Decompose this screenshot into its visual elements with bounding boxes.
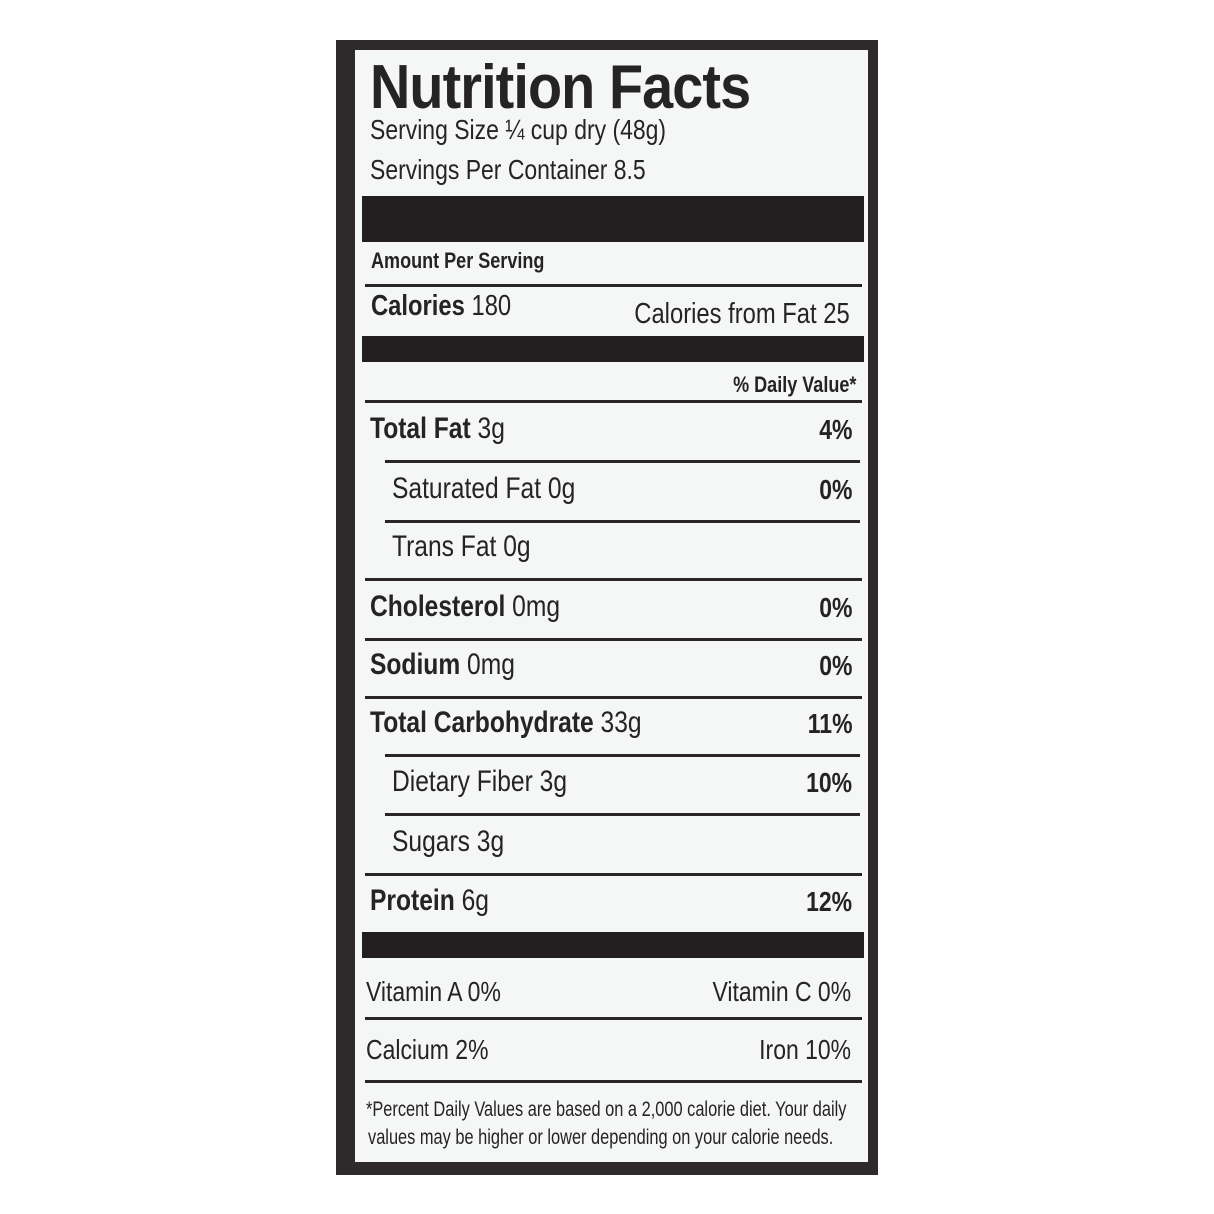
iron: Iron 10% <box>759 1034 851 1065</box>
nutrient-amount: 0mg <box>467 648 515 681</box>
label-title: Nutrition Facts <box>370 53 751 122</box>
nutrient-name: Saturated Fat <box>392 472 542 505</box>
nutrient-daily-value: 12% <box>806 886 852 917</box>
nutrient-name: Sugars <box>392 825 470 858</box>
nutrient-name: Total Carbohydrate <box>370 706 594 739</box>
nutrient-row-label: Sugars 3g <box>392 825 504 859</box>
vitamin-c: Vitamin C 0% <box>712 976 851 1007</box>
divider <box>365 1017 862 1020</box>
calcium: Calcium 2% <box>366 1034 489 1065</box>
amount-per-serving: Amount Per Serving <box>371 248 545 273</box>
divider <box>385 813 860 816</box>
vitamin-a: Vitamin A 0% <box>366 976 501 1007</box>
nutrient-row-label: Total Fat 3g <box>370 412 505 446</box>
nutrient-amount: 0g <box>547 472 576 505</box>
divider <box>385 520 860 523</box>
divider <box>385 460 860 463</box>
nutrient-name: Trans Fat <box>392 530 497 563</box>
nutrient-name: Cholesterol <box>370 590 506 623</box>
footnote-line-2: values may be higher or lower depending … <box>368 1126 834 1149</box>
nutrient-row-label: Saturated Fat 0g <box>392 472 575 506</box>
nutrient-row-label: Protein 6g <box>370 884 489 918</box>
thick-divider <box>362 932 864 958</box>
daily-value-header: % Daily Value* <box>732 372 856 397</box>
calories-value: 180 <box>471 290 512 322</box>
nutrient-amount: 3g <box>539 765 568 798</box>
nutrient-name: Protein <box>370 884 455 917</box>
divider <box>365 696 862 699</box>
nutrient-amount: 33g <box>600 706 642 739</box>
divider <box>365 1080 862 1083</box>
nutrient-name: Total Fat <box>370 412 471 445</box>
divider <box>365 873 862 876</box>
divider <box>365 578 862 581</box>
nutrient-daily-value: 0% <box>818 650 852 681</box>
nutrient-amount: 3g <box>476 825 505 858</box>
nutrient-row-label: Total Carbohydrate 33g <box>370 706 642 740</box>
nutrient-name: Sodium <box>370 648 461 681</box>
nutrient-amount: 3g <box>477 412 505 445</box>
divider <box>365 638 862 641</box>
servings-per-container: Servings Per Container 8.5 <box>370 154 646 185</box>
divider <box>385 754 860 757</box>
nutrient-daily-value: 11% <box>807 708 852 739</box>
nutrient-amount: 0g <box>503 530 531 563</box>
nutrient-name: Dietary Fiber <box>392 765 533 798</box>
calories-from-fat: Calories from Fat 25 <box>634 298 850 330</box>
divider <box>365 400 862 403</box>
calories-row: Calories 180 <box>371 290 511 323</box>
thick-divider <box>362 336 864 362</box>
nutrient-daily-value: 0% <box>818 592 852 623</box>
nutrient-daily-value: 0% <box>818 474 852 505</box>
nutrient-row-label: Sodium 0mg <box>370 648 515 682</box>
nutrient-amount: 6g <box>461 884 489 917</box>
nutrient-row-label: Dietary Fiber 3g <box>392 765 567 799</box>
calories-label: Calories <box>371 290 465 322</box>
nutrient-daily-value: 4% <box>818 414 852 445</box>
footnote-line-1: *Percent Daily Values are based on a 2,0… <box>366 1098 847 1121</box>
nutrient-daily-value: 10% <box>806 767 852 798</box>
divider <box>365 284 862 287</box>
serving-size: Serving Size ¼ cup dry (48g) <box>370 114 667 145</box>
nutrient-row-label: Trans Fat 0g <box>392 530 531 564</box>
nutrient-amount: 0mg <box>512 590 561 623</box>
nutrient-row-label: Cholesterol 0mg <box>370 590 560 624</box>
thick-divider <box>362 196 864 242</box>
